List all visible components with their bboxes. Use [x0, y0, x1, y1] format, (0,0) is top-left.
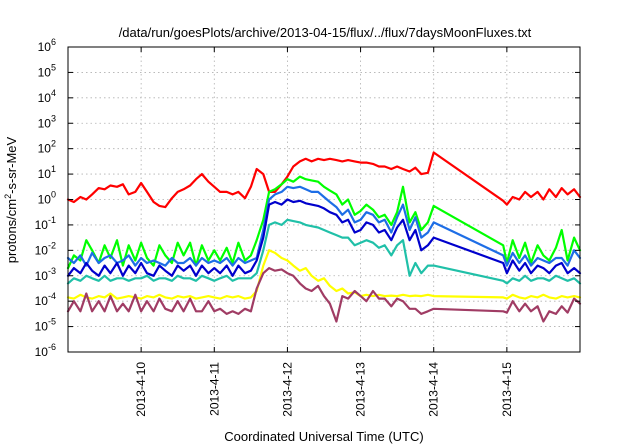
x-tick-label: 2013-4-11: [207, 362, 221, 416]
y-tick-exponent: 2: [51, 139, 56, 149]
y-tick-exponent: 6: [51, 37, 56, 47]
series-line-2: [66, 175, 582, 270]
y-tick-exponent: -2: [48, 240, 56, 250]
y-tick-exponent: -5: [48, 317, 56, 327]
y-tick-label: 103: [38, 113, 56, 130]
y-tick-label: 10-5: [35, 317, 56, 334]
x-tick-label: 2013-4-15: [500, 362, 514, 417]
series-line-5: [66, 218, 582, 285]
y-axis-ticks: 10-610-510-410-310-210-11001011021031041…: [35, 37, 580, 359]
y-tick-exponent: 4: [51, 88, 56, 98]
y-tick-label: 10-6: [35, 342, 56, 359]
y-tick-base: 10: [35, 345, 49, 359]
y-axis-label-sup: 2: [3, 194, 13, 199]
x-tick-label: 2013-4-10: [134, 362, 148, 417]
x-axis-label: Coordinated Universal Time (UTC): [224, 429, 423, 444]
y-tick-label: 10-1: [35, 215, 56, 232]
y-tick-label: 10-2: [35, 240, 56, 257]
y-tick-base: 10: [35, 294, 49, 308]
y-tick-base: 10: [35, 218, 49, 232]
y-tick-label: 106: [38, 37, 56, 54]
y-tick-label: 105: [38, 62, 56, 79]
y-axis-label-rest: -s-sr-MeV: [4, 136, 19, 193]
y-tick-base: 10: [35, 269, 49, 283]
y-tick-exponent: -6: [48, 342, 56, 352]
x-tick-label: 2013-4-12: [280, 362, 294, 417]
y-tick-exponent: -3: [48, 266, 56, 276]
series-line-3: [66, 185, 582, 267]
y-tick-exponent: -1: [48, 215, 56, 225]
y-tick-label: 101: [38, 164, 56, 181]
y-tick-label: 104: [38, 88, 56, 105]
series-line-6: [66, 249, 582, 300]
y-axis-label-main: protons/cm: [4, 199, 19, 263]
series-line-7: [66, 267, 582, 323]
series-line-4: [66, 198, 582, 277]
y-tick-base: 10: [38, 116, 52, 130]
y-tick-exponent: -4: [48, 291, 56, 301]
y-tick-base: 10: [38, 142, 52, 156]
y-tick-base: 10: [35, 320, 49, 334]
x-tick-label: 2013-4-13: [354, 362, 368, 417]
series-line-1: [66, 151, 582, 209]
y-tick-exponent: 1: [51, 164, 56, 174]
y-tick-base: 10: [35, 243, 49, 257]
series-lines: [66, 151, 582, 323]
y-tick-exponent: 3: [51, 113, 56, 123]
y-tick-label: 102: [38, 139, 56, 156]
y-tick-exponent: 0: [51, 190, 56, 200]
y-tick-label: 100: [38, 190, 56, 207]
y-tick-exponent: 5: [51, 62, 56, 72]
y-tick-label: 10-3: [35, 266, 56, 283]
chart-title: /data/run/goesPlots/archive/2013-04-15/f…: [119, 25, 532, 40]
y-tick-base: 10: [38, 65, 52, 79]
y-tick-base: 10: [38, 40, 52, 54]
grid-lines: [68, 47, 580, 352]
x-tick-label: 2013-4-14: [427, 362, 441, 417]
y-axis-label: protons/cm2-s-sr-MeV: [3, 136, 19, 263]
x-axis-ticks: 2013-4-10 2013-4-11 2013-4-12 2013-4-13 2013…: [134, 47, 514, 417]
y-tick-base: 10: [38, 167, 52, 181]
y-tick-label: 10-4: [35, 291, 56, 308]
y-tick-base: 10: [38, 91, 52, 105]
y-tick-base: 10: [38, 193, 52, 207]
